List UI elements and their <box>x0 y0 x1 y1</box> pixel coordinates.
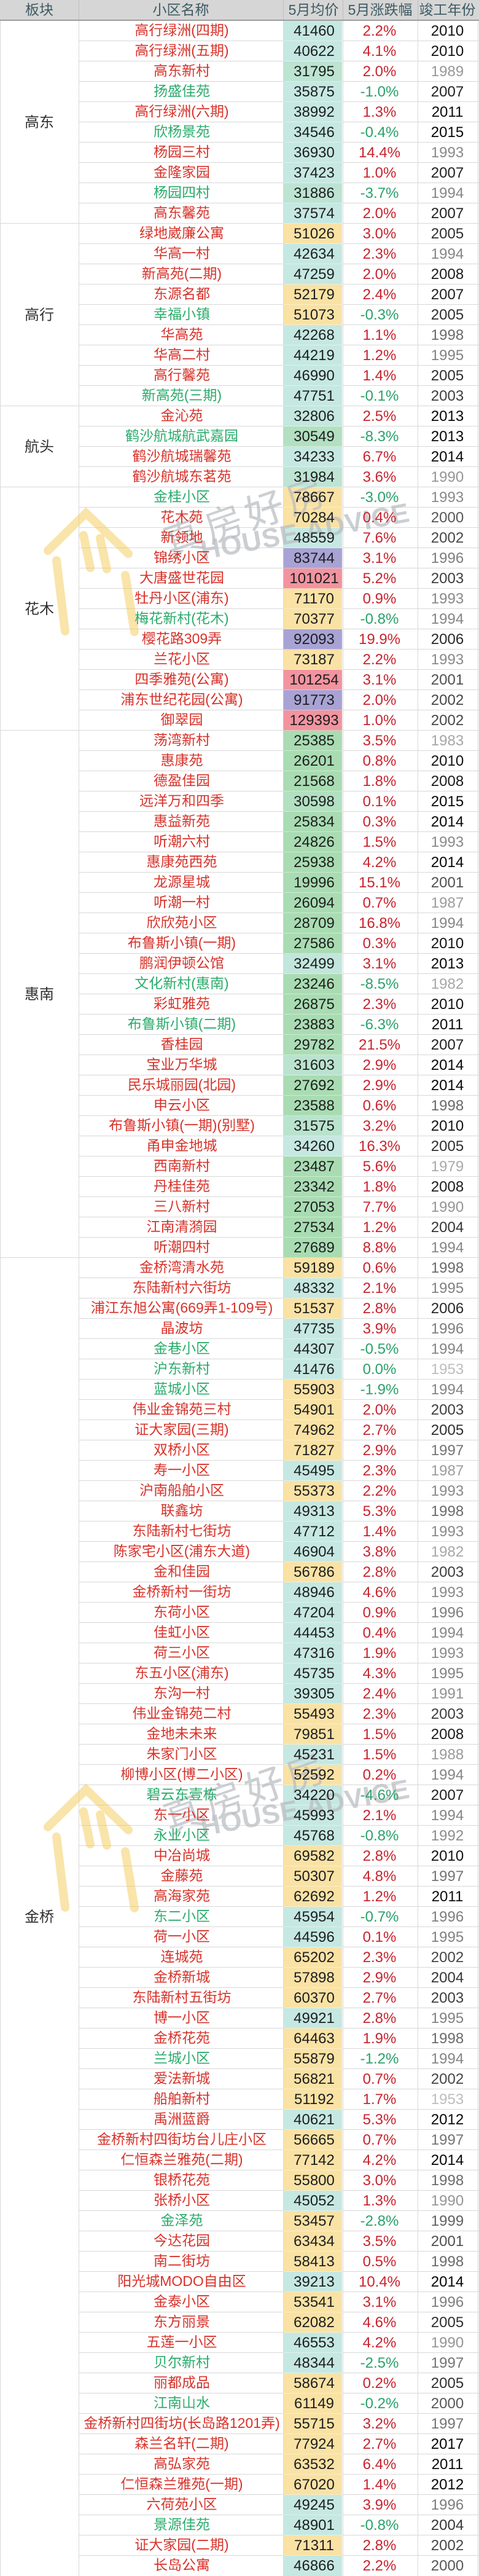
svg-text:(: ( <box>191 671 196 687</box>
svg-text:(: ( <box>191 1421 196 1437</box>
svg-text:(: ( <box>205 691 210 707</box>
svg-text:(669: (669 <box>176 1300 204 1316</box>
svg-text:(: ( <box>191 103 196 119</box>
svg-text:): ) <box>224 103 229 119</box>
svg-text:): ) <box>268 1300 273 1316</box>
svg-text:(: ( <box>182 2415 187 2431</box>
svg-text:(: ( <box>184 387 189 403</box>
svg-text:): ) <box>224 42 229 58</box>
svg-text:): ) <box>231 1016 236 1032</box>
svg-text:(: ( <box>198 935 203 951</box>
svg-text:(: ( <box>198 1016 203 1032</box>
svg-text:): ) <box>224 610 229 626</box>
svg-text:): ) <box>224 1421 229 1437</box>
svg-text:1201: 1201 <box>230 2415 261 2431</box>
svg-text:): ) <box>224 671 229 687</box>
svg-text:): ) <box>245 1543 250 1559</box>
svg-text:): ) <box>238 2476 243 2492</box>
svg-text:(: ( <box>184 1543 189 1559</box>
svg-text:): ) <box>224 1665 229 1681</box>
svg-text:(: ( <box>191 2435 196 2451</box>
svg-text:): ) <box>224 975 229 991</box>
svg-text:5: 5 <box>289 2 297 18</box>
svg-text:): ) <box>224 2537 229 2553</box>
svg-text:(: ( <box>191 975 196 991</box>
svg-text:(: ( <box>205 2151 210 2167</box>
svg-text:(: ( <box>205 2476 210 2492</box>
svg-text:(: ( <box>179 1117 184 1133</box>
svg-text:309: 309 <box>184 630 208 646</box>
svg-text:): ) <box>224 590 229 606</box>
svg-text:): ) <box>238 1766 243 1782</box>
svg-text:): ) <box>224 2435 229 2451</box>
svg-text:): ) <box>250 1117 255 1133</box>
svg-text:(: ( <box>191 42 196 58</box>
svg-text:): ) <box>231 1077 236 1093</box>
svg-text:(: ( <box>191 2537 196 2553</box>
svg-text:(: ( <box>191 610 196 626</box>
svg-text:): ) <box>217 265 222 281</box>
svg-text:): ) <box>231 935 236 951</box>
svg-text:5: 5 <box>348 2 356 18</box>
svg-text:2.2%4.1%2.0%-1.0%1.3%-0.4%14.4: 2.2% 4.1% 2.0% -1.0% 1.3% -0.4% 14.4% 1.0% -3.7%… <box>359 23 400 2574</box>
svg-text:MODO: MODO <box>160 2273 204 2289</box>
svg-text:): ) <box>275 2415 280 2431</box>
svg-text:1-109: 1-109 <box>218 1300 254 1316</box>
svg-text:): ) <box>224 22 229 38</box>
svg-text:): ) <box>238 691 243 707</box>
svg-text:)(: )( <box>212 1117 222 1133</box>
svg-text:): ) <box>238 2151 243 2167</box>
svg-text:(: ( <box>191 590 196 606</box>
svg-text:(: ( <box>184 265 189 281</box>
svg-text:): ) <box>217 387 222 403</box>
svg-text:(: ( <box>191 22 196 38</box>
svg-text:(: ( <box>177 1766 182 1782</box>
svg-text:(: ( <box>198 1077 203 1093</box>
svg-text:(: ( <box>191 1665 196 1681</box>
